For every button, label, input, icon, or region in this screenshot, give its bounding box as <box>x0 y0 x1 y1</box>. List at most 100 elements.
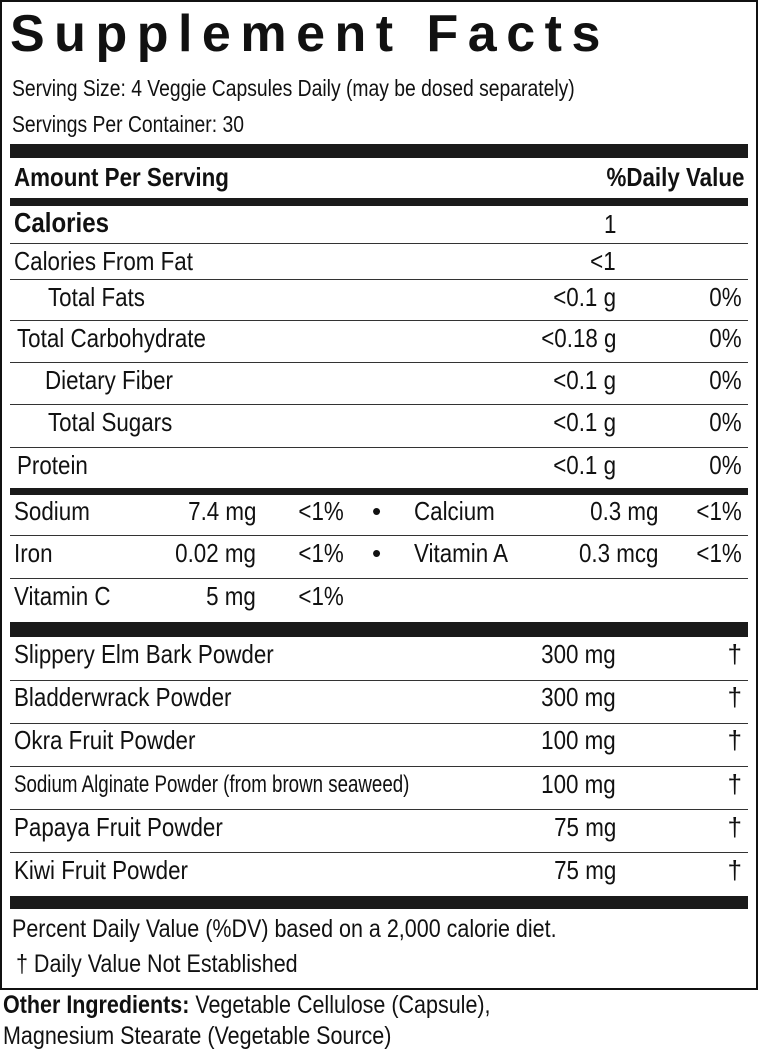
mineral-dv: <1% <box>298 496 344 526</box>
macro-row: Total Carbohydrate <0.18 g 0% <box>10 323 748 361</box>
row-divider <box>10 243 748 244</box>
calories-label: Calories <box>14 207 110 238</box>
mineral-label: Calcium <box>414 496 495 526</box>
macro-label: Dietary Fiber <box>45 365 173 395</box>
ingredient-amount: 300 mg <box>541 682 616 712</box>
ingredient-dagger: † <box>727 639 742 669</box>
calories-from-fat-label: Calories From Fat <box>14 246 193 276</box>
other-ingredients: Other Ingredients: Vegetable Cellulose (… <box>3 991 570 1019</box>
row-divider <box>10 680 748 681</box>
ingredient-amount: 75 mg <box>553 812 616 842</box>
ingredient-dagger: † <box>727 812 742 842</box>
mineral-dv: <1% <box>696 496 742 526</box>
daily-value-header: %Daily Value <box>606 162 744 192</box>
macro-dv: 0% <box>709 450 742 480</box>
macro-dv: 0% <box>709 365 742 395</box>
mineral-amount: 0.3 mcg <box>578 538 658 568</box>
mineral-amount: 7.4 mg <box>187 496 256 526</box>
mineral-amount: 0.3 mg <box>589 496 658 526</box>
mineral-dv: <1% <box>298 538 344 568</box>
calories-from-fat-row: Calories From Fat <1 <box>10 246 748 280</box>
macro-label: Protein <box>17 450 88 480</box>
serving-size: Serving Size: 4 Veggie Capsules Daily (m… <box>12 75 575 101</box>
mineral-dv: <1% <box>298 581 344 611</box>
ingredient-row: Slippery Elm Bark Powder 300 mg † <box>10 639 748 677</box>
ingredient-label: Bladderwrack Powder <box>14 682 232 712</box>
mineral-label: Sodium <box>14 496 90 526</box>
ingredient-label: Kiwi Fruit Powder <box>14 855 188 885</box>
other-ingredients-label: Other Ingredients: <box>3 991 190 1019</box>
other-ingredients-line1: Vegetable Cellulose (Capsule), <box>189 991 491 1019</box>
row-divider <box>10 809 748 810</box>
ingredient-amount: 75 mg <box>553 855 616 885</box>
macro-row: Total Sugars <0.1 g 0% <box>10 407 748 445</box>
calories-from-fat-amount: <1 <box>590 246 616 276</box>
ingredient-dagger: † <box>727 682 742 712</box>
row-divider <box>10 723 748 724</box>
ingredient-label: Papaya Fruit Powder <box>14 812 223 842</box>
ingredient-row: Okra Fruit Powder 100 mg † <box>10 725 748 763</box>
row-divider <box>10 766 748 767</box>
ingredient-amount: 100 mg <box>541 725 616 755</box>
medium-divider <box>10 198 748 206</box>
row-divider <box>10 852 748 853</box>
amount-header-row: Amount Per Serving %Daily Value <box>10 162 748 196</box>
panel-title: Supplement Facts <box>10 5 610 63</box>
ingredient-amount: 300 mg <box>541 639 616 669</box>
ingredient-dagger: † <box>727 855 742 885</box>
macro-label: Total Fats <box>48 282 145 312</box>
thick-divider <box>10 622 748 637</box>
ingredient-label: Slippery Elm Bark Powder <box>14 639 274 669</box>
row-divider <box>10 404 748 405</box>
row-divider <box>10 447 748 448</box>
macro-amount: <0.18 g <box>540 323 616 353</box>
macro-amount: <0.1 g <box>553 365 616 395</box>
macro-label: Total Sugars <box>48 407 173 437</box>
row-divider <box>10 279 748 280</box>
mineral-label: Iron <box>14 538 53 568</box>
amount-per-serving-label: Amount Per Serving <box>14 162 229 192</box>
calories-amount: 1 <box>603 209 616 239</box>
other-ingredients-continued: Magnesium Stearate (Vegetable Source) <box>3 1022 455 1050</box>
bullet-separator: • <box>372 496 382 526</box>
macro-dv: 0% <box>709 407 742 437</box>
mineral-label: Vitamin C <box>14 581 111 611</box>
ingredient-label: Okra Fruit Powder <box>14 725 196 755</box>
row-divider <box>10 320 748 321</box>
mineral-row: Iron 0.02 mg <1% • Vitamin A 0.3 mcg <1% <box>10 538 748 576</box>
bullet-separator: • <box>372 538 382 568</box>
row-divider <box>10 578 748 579</box>
ingredient-dagger: † <box>727 725 742 755</box>
mineral-amount: 0.02 mg <box>175 538 256 568</box>
row-divider <box>10 535 748 536</box>
dagger-footnote: † Daily Value Not Established <box>16 950 298 978</box>
ingredient-row: Bladderwrack Powder 300 mg † <box>10 682 748 720</box>
macro-row: Dietary Fiber <0.1 g 0% <box>10 365 748 403</box>
supplement-facts-panel: Supplement Facts Serving Size: 4 Veggie … <box>0 0 758 990</box>
thick-divider <box>10 896 748 909</box>
macro-dv: 0% <box>709 282 742 312</box>
mineral-amount: 5 mg <box>206 581 256 611</box>
mineral-row: Vitamin C 5 mg <1% <box>10 581 748 617</box>
ingredient-row: Papaya Fruit Powder 75 mg † <box>10 812 748 850</box>
macro-amount: <0.1 g <box>553 450 616 480</box>
calories-row: Calories 1 <box>10 207 748 243</box>
macro-dv: 0% <box>709 323 742 353</box>
servings-per-container: Servings Per Container: 30 <box>12 111 244 137</box>
mineral-label: Vitamin A <box>414 538 509 568</box>
other-ingredients-line2: Magnesium Stearate (Vegetable Source) <box>3 1022 392 1050</box>
macro-row: Total Fats <0.1 g 0% <box>10 282 748 318</box>
ingredient-row: Sodium Alginate Powder (from brown seawe… <box>10 769 748 807</box>
macro-label: Total Carbohydrate <box>17 323 206 353</box>
macro-amount: <0.1 g <box>553 282 616 312</box>
macro-amount: <0.1 g <box>553 407 616 437</box>
ingredient-row: Kiwi Fruit Powder 75 mg † <box>10 855 748 893</box>
thick-divider <box>10 144 748 158</box>
ingredient-dagger: † <box>727 769 742 799</box>
ingredient-amount: 100 mg <box>541 769 616 799</box>
mineral-row: Sodium 7.4 mg <1% • Calcium 0.3 mg <1% <box>10 496 748 532</box>
ingredient-label: Sodium Alginate Powder (from brown seawe… <box>14 771 410 798</box>
mineral-dv: <1% <box>696 538 742 568</box>
macro-row: Protein <0.1 g 0% <box>10 450 748 486</box>
row-divider <box>10 362 748 363</box>
